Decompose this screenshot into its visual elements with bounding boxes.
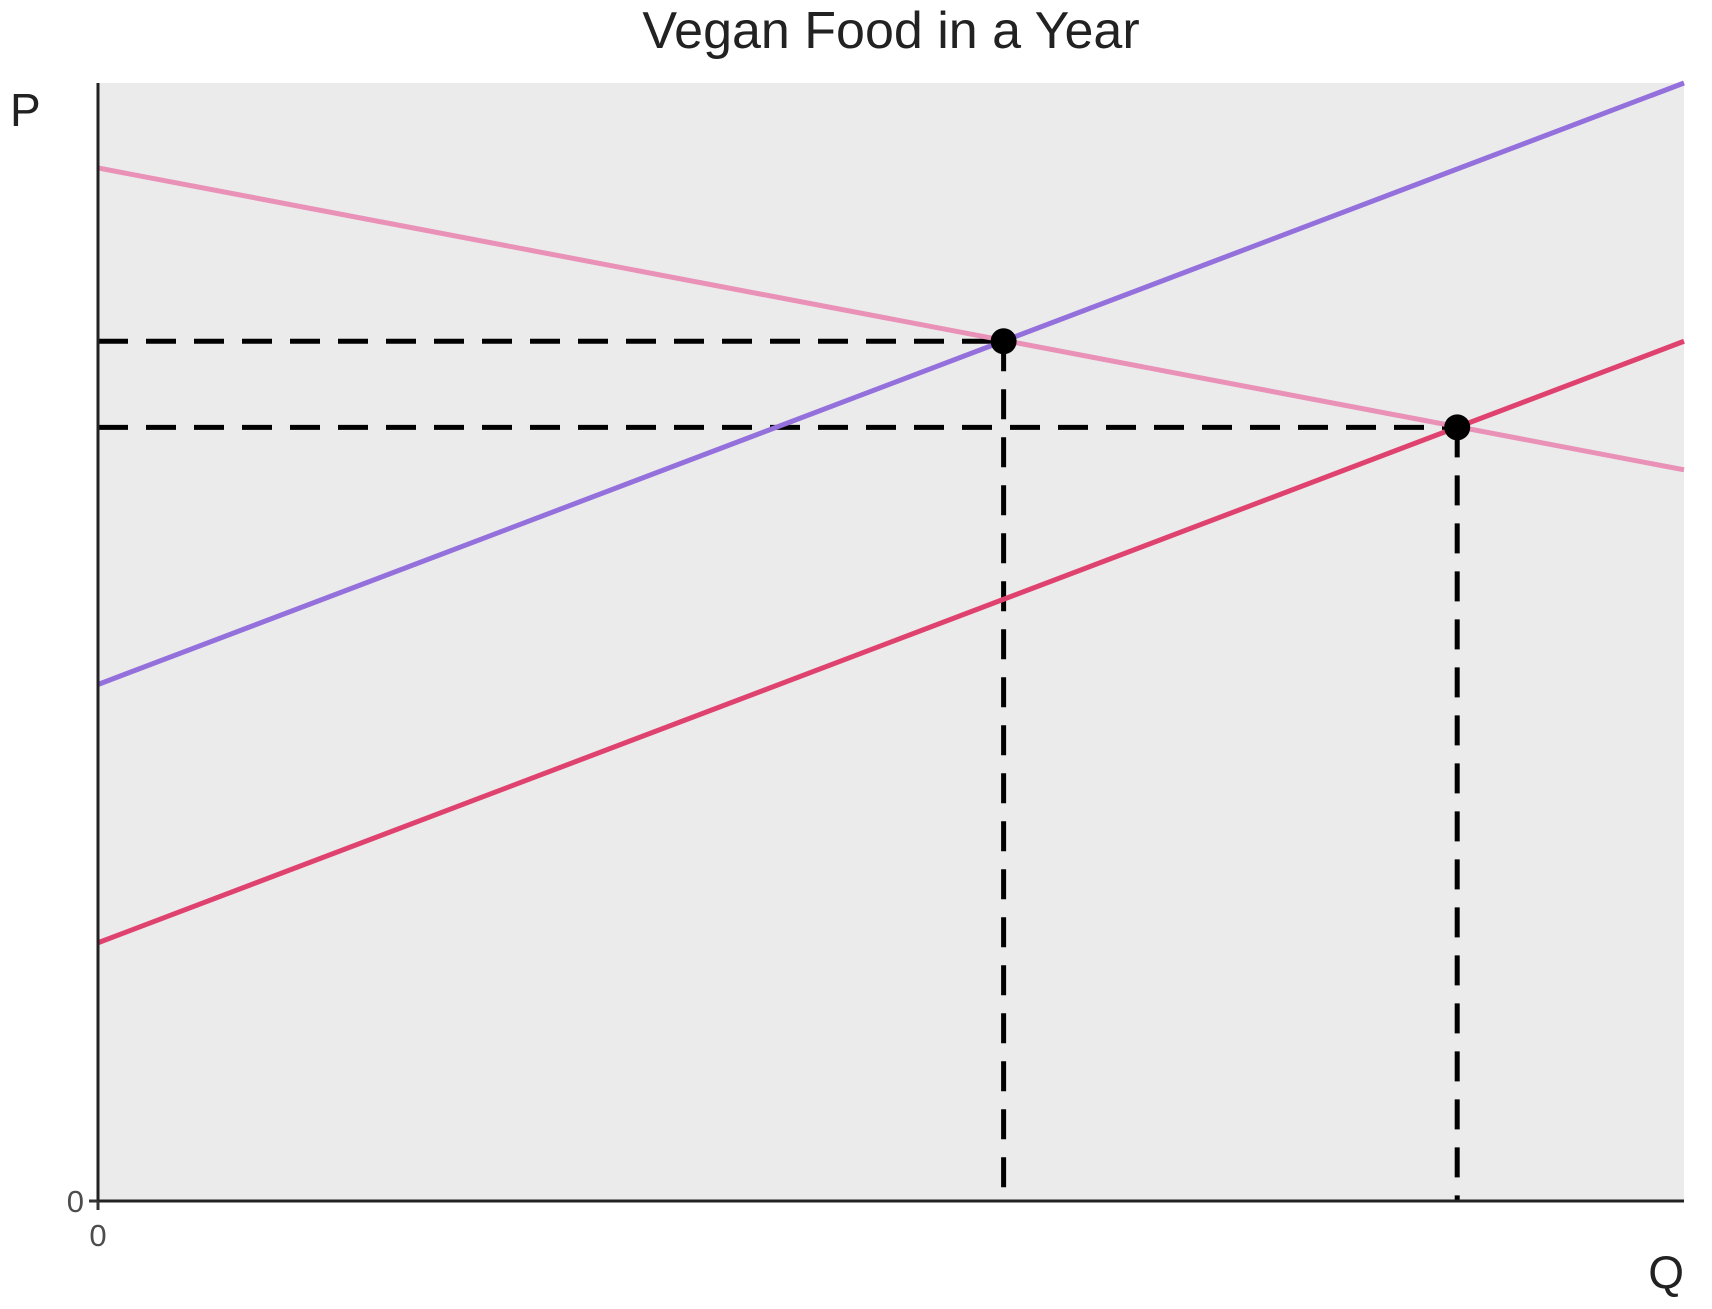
equilibrium-points: [990, 328, 1471, 441]
y-tick-label: 0: [67, 1184, 84, 1219]
equilibrium-point-1: [990, 328, 1017, 355]
series-lines: [97, 80, 1685, 946]
y-axis-title: P: [10, 84, 41, 136]
series-line-3: [97, 338, 1685, 946]
x-tick-label: 0: [89, 1218, 106, 1253]
series-line-1: [97, 165, 1685, 473]
equilibrium-point-2: [1444, 414, 1471, 441]
x-axis-title: Q: [1648, 1246, 1684, 1298]
chart-title: Vegan Food in a Year: [642, 2, 1139, 60]
axis-ticks: 00: [67, 1184, 107, 1253]
series-line-2: [97, 80, 1685, 687]
